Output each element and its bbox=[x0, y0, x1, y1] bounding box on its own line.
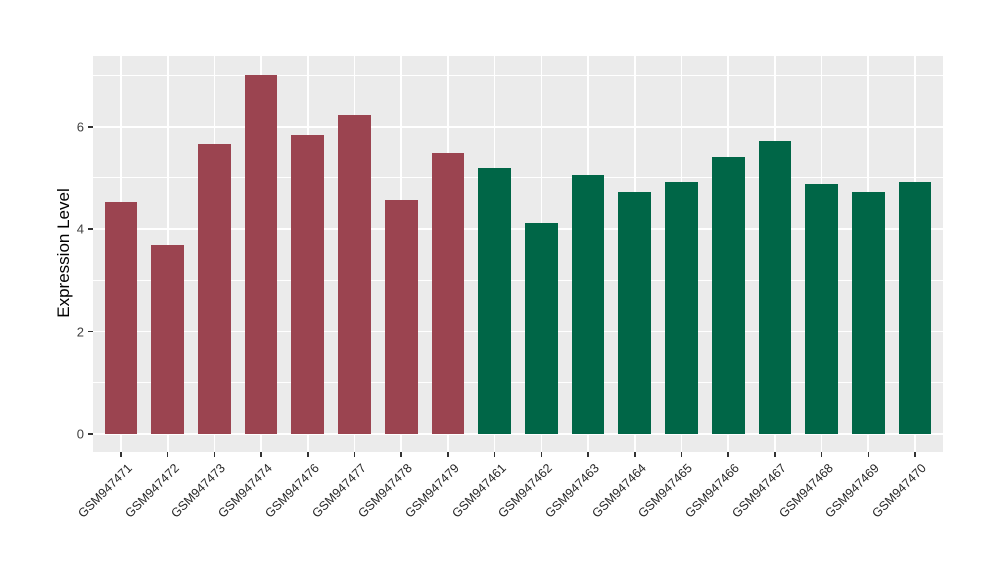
y-axis-tick bbox=[88, 126, 93, 128]
y-axis-tick bbox=[88, 433, 93, 435]
y-axis-tick bbox=[88, 330, 93, 333]
x-axis-tick bbox=[680, 452, 683, 457]
x-axis-tick bbox=[540, 452, 543, 457]
gridline-major-h bbox=[93, 330, 943, 333]
bar-GSM947464 bbox=[618, 191, 652, 434]
plot-panel bbox=[93, 56, 943, 452]
x-axis-tick bbox=[400, 452, 402, 457]
gridline-minor-h bbox=[93, 382, 943, 384]
gridline-major-h bbox=[93, 126, 943, 128]
bar-GSM947470 bbox=[898, 181, 932, 434]
bar-GSM947478 bbox=[384, 199, 418, 434]
y-tick-label: 0 bbox=[76, 426, 84, 442]
gridline-major-h bbox=[93, 228, 943, 230]
x-axis-tick bbox=[166, 452, 169, 457]
bar-GSM947466 bbox=[711, 157, 745, 434]
y-tick-label: 6 bbox=[76, 119, 84, 135]
bar-GSM947474 bbox=[244, 75, 278, 434]
x-axis-tick bbox=[727, 452, 729, 457]
x-axis-tick bbox=[914, 452, 916, 457]
y-tick-label: 2 bbox=[76, 324, 84, 340]
bar-GSM947468 bbox=[805, 184, 838, 434]
x-axis-tick bbox=[353, 452, 356, 457]
x-axis-tick bbox=[307, 452, 309, 457]
y-axis-tick bbox=[88, 228, 93, 230]
x-axis-tick bbox=[587, 452, 589, 457]
gridline-major-h bbox=[93, 433, 943, 435]
bar-GSM947471 bbox=[104, 202, 138, 434]
gridline-minor-h bbox=[93, 177, 943, 179]
x-axis-tick bbox=[213, 452, 216, 457]
x-axis-tick bbox=[634, 452, 636, 457]
bar-GSM947469 bbox=[851, 192, 885, 434]
bar-GSM947463 bbox=[571, 175, 605, 434]
bar-GSM947472 bbox=[151, 244, 185, 434]
gridline-minor-h bbox=[93, 279, 943, 281]
bar-GSM947467 bbox=[758, 141, 792, 434]
y-tick-label: 4 bbox=[76, 221, 84, 237]
x-axis-tick bbox=[774, 452, 776, 457]
bar-GSM947477 bbox=[338, 114, 371, 434]
x-axis-tick bbox=[260, 452, 262, 457]
bar-GSM947479 bbox=[431, 152, 465, 434]
bar-GSM947462 bbox=[525, 223, 558, 434]
x-axis-tick bbox=[447, 452, 449, 457]
x-axis-tick bbox=[867, 452, 870, 457]
bar-GSM947461 bbox=[478, 168, 511, 434]
y-axis-title: Expression Level bbox=[54, 188, 73, 318]
bar-GSM947465 bbox=[665, 181, 698, 434]
bar-GSM947476 bbox=[291, 134, 325, 434]
x-axis-tick bbox=[120, 452, 122, 457]
x-axis-tick bbox=[493, 452, 496, 457]
gridline-minor-h bbox=[93, 75, 943, 77]
x-axis-tick bbox=[820, 452, 823, 457]
bar-GSM947473 bbox=[198, 143, 231, 434]
